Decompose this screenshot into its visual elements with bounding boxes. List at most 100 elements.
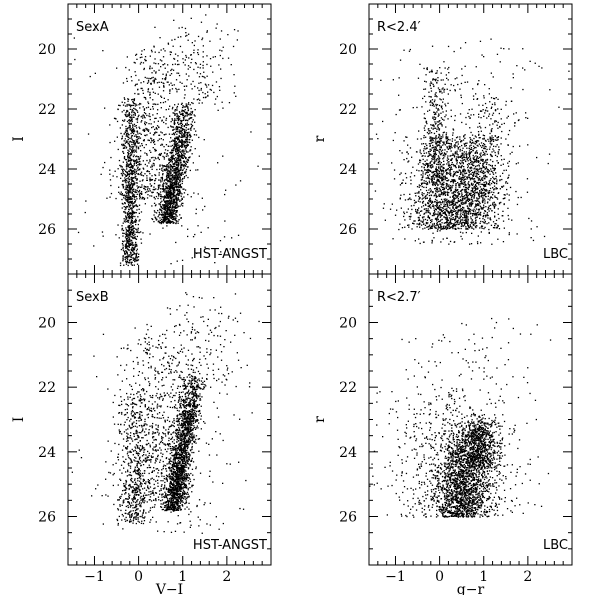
data-point <box>514 125 516 127</box>
data-point <box>130 244 132 246</box>
data-point <box>140 53 143 55</box>
data-point <box>124 181 126 183</box>
data-point <box>448 161 450 163</box>
data-point <box>483 162 485 164</box>
data-point <box>181 144 184 146</box>
data-point <box>122 240 124 242</box>
data-point <box>167 145 169 147</box>
data-point <box>384 219 386 221</box>
data-point <box>470 216 472 218</box>
data-point <box>169 115 171 117</box>
data-point <box>172 126 175 128</box>
data-point <box>453 171 455 173</box>
data-point <box>469 204 471 206</box>
data-point <box>121 174 123 176</box>
data-point <box>448 66 450 69</box>
data-point <box>167 213 169 215</box>
data-point <box>133 184 135 186</box>
data-point <box>149 160 151 162</box>
data-point <box>171 221 173 223</box>
data-point <box>489 218 491 220</box>
data-point <box>133 251 135 254</box>
data-point <box>153 121 155 123</box>
data-point <box>122 183 124 186</box>
data-point <box>445 134 447 136</box>
data-point <box>173 163 175 165</box>
data-point <box>138 253 140 255</box>
data-point <box>431 82 433 84</box>
data-point <box>187 235 189 238</box>
data-point <box>422 205 425 207</box>
data-point <box>124 253 126 255</box>
data-point <box>484 195 487 198</box>
data-point <box>181 169 184 172</box>
data-point <box>159 164 161 166</box>
data-point <box>486 153 488 155</box>
data-point <box>206 86 208 88</box>
data-point <box>471 227 473 229</box>
data-point <box>127 245 129 247</box>
data-point <box>202 64 204 67</box>
data-point <box>102 166 104 169</box>
data-point <box>168 193 170 195</box>
data-point <box>177 162 179 164</box>
data-point <box>487 195 489 197</box>
data-point <box>164 211 166 213</box>
data-point <box>177 178 179 180</box>
data-point <box>207 227 209 229</box>
data-point <box>150 184 153 187</box>
data-point <box>475 192 478 194</box>
data-point <box>430 139 432 141</box>
data-point <box>128 174 130 176</box>
data-point <box>435 95 437 97</box>
data-point <box>471 209 473 211</box>
data-point <box>187 228 189 230</box>
data-point <box>166 194 169 197</box>
data-point <box>125 251 128 253</box>
data-point <box>130 154 133 156</box>
data-point <box>475 147 477 149</box>
data-point <box>476 98 479 100</box>
data-point <box>159 204 162 206</box>
data-point <box>434 170 436 173</box>
data-point <box>487 198 489 200</box>
data-point <box>460 200 462 202</box>
data-point <box>493 191 495 194</box>
data-point <box>178 184 180 186</box>
data-point <box>144 203 146 205</box>
data-point <box>122 194 125 196</box>
data-point <box>129 231 131 234</box>
data-point <box>492 137 494 139</box>
data-point <box>475 173 477 175</box>
data-point <box>128 205 130 207</box>
data-point <box>133 212 135 214</box>
data-point <box>131 216 134 218</box>
data-point <box>131 108 133 111</box>
data-point <box>461 197 464 199</box>
data-point <box>125 179 127 181</box>
data-point <box>443 88 446 91</box>
data-point <box>170 212 172 215</box>
data-point <box>180 141 183 143</box>
data-point <box>121 124 123 126</box>
data-point <box>185 103 187 105</box>
data-point <box>469 193 471 196</box>
data-point <box>130 169 133 171</box>
data-point <box>183 165 185 167</box>
data-point <box>128 201 130 203</box>
data-point <box>132 190 134 192</box>
data-point <box>488 232 490 234</box>
data-point <box>421 185 423 188</box>
data-point <box>401 182 403 184</box>
data-point <box>170 137 172 139</box>
data-point <box>133 264 135 266</box>
data-point <box>178 190 180 193</box>
data-point <box>154 216 156 218</box>
data-point <box>493 189 495 191</box>
data-point <box>418 195 420 198</box>
data-point <box>467 188 470 191</box>
data-point <box>137 136 139 138</box>
data-point <box>431 139 433 141</box>
data-point <box>473 156 475 158</box>
data-point <box>134 245 137 247</box>
